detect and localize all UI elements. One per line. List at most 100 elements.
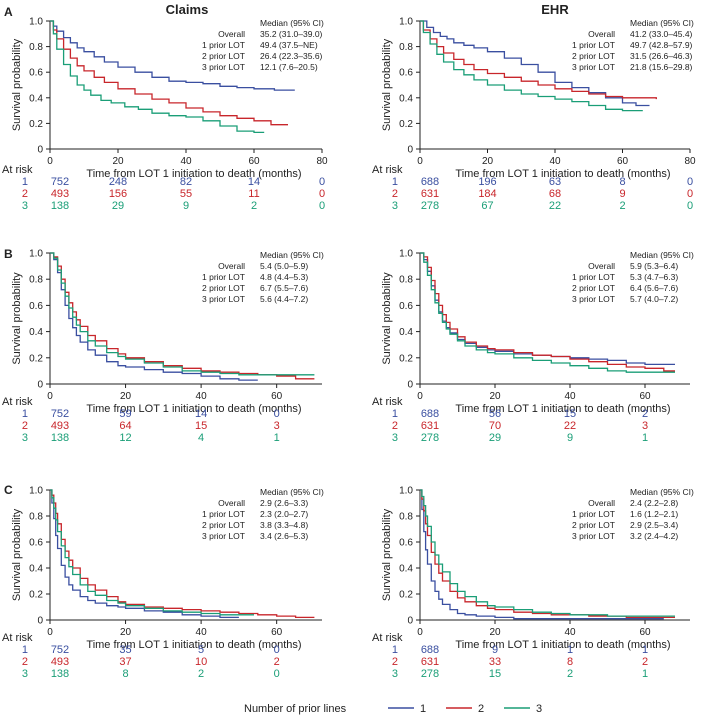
y-tick-label: 0 xyxy=(37,145,43,156)
median-header: Median (95% CI) xyxy=(630,487,694,497)
at-risk-value: 1 xyxy=(642,432,648,444)
median-row-label: 2 prior LOT xyxy=(202,283,245,293)
y-tick-label: 0.4 xyxy=(29,327,43,338)
legend-label-2: 2 xyxy=(478,703,484,715)
median-header: Median (95% CI) xyxy=(630,18,694,28)
x-tick-label: 20 xyxy=(112,156,124,167)
at-risk-value: 1 xyxy=(642,668,648,680)
y-tick-label: 0 xyxy=(407,616,413,627)
median-row-value: 49.7 (42.8–57.9) xyxy=(630,40,693,50)
y-tick-label: 1.0 xyxy=(399,486,413,497)
at-risk-value: 15 xyxy=(489,668,501,680)
at-risk-value: 10 xyxy=(195,656,207,668)
median-row-label: 1 prior LOT xyxy=(572,509,615,519)
at-risk-value: 14 xyxy=(248,176,260,188)
legend: Number of prior lines 1 2 3 xyxy=(244,703,542,715)
km-curve-series-3 xyxy=(420,252,675,373)
km-curve-series-3 xyxy=(50,252,315,376)
at-risk-value: 2 xyxy=(642,408,648,420)
median-row-value: 21.8 (15.6–29.8) xyxy=(630,62,693,72)
at-risk-value: 70 xyxy=(489,420,501,432)
median-header: Median (95% CI) xyxy=(260,487,324,497)
at-risk-value: 0 xyxy=(274,408,280,420)
at-risk-row-label: 3 xyxy=(22,200,28,212)
row-label-b: B xyxy=(4,247,13,261)
x-tick-label: 60 xyxy=(271,391,283,402)
median-row-label: 2 prior LOT xyxy=(572,51,615,61)
at-risk-value: 1 xyxy=(642,644,648,656)
y-tick-label: 0.6 xyxy=(29,538,43,549)
median-row-label: 3 prior LOT xyxy=(572,62,615,72)
at-risk-value: 64 xyxy=(119,420,131,432)
y-axis-title: Survival probability xyxy=(381,38,393,131)
median-row-label: 1 prior LOT xyxy=(572,40,615,50)
median-row-label: 2 prior LOT xyxy=(572,520,615,530)
at-risk-value: 59 xyxy=(119,408,131,420)
at-risk-value: 0 xyxy=(319,176,325,188)
median-row-value: 5.7 (4.0–7.2) xyxy=(630,294,678,304)
y-tick-label: 0.4 xyxy=(29,564,43,575)
median-row-value: 35.2 (31.0–39.0) xyxy=(260,29,323,39)
median-row-value: 31.5 (26.6–46.3) xyxy=(630,51,693,61)
median-row-value: 3.8 (3.3–4.8) xyxy=(260,520,308,530)
median-row-label: 2 prior LOT xyxy=(202,51,245,61)
at-risk-value: 9 xyxy=(619,188,625,200)
y-tick-label: 0.8 xyxy=(399,512,413,523)
at-risk-value: 0 xyxy=(319,200,325,212)
at-risk-value: 8 xyxy=(122,668,128,680)
median-row-value: 6.7 (5.5–7.6) xyxy=(260,283,308,293)
at-risk-value: 29 xyxy=(112,200,124,212)
at-risk-value: 752 xyxy=(51,408,69,420)
at-risk-value: 493 xyxy=(51,420,69,432)
at-risk-value: 63 xyxy=(549,176,561,188)
y-tick-label: 0.8 xyxy=(29,512,43,523)
at-risk-value: 631 xyxy=(421,188,439,200)
median-row-value: 2.3 (2.0–2.7) xyxy=(260,509,308,519)
at-risk-row-label: 1 xyxy=(22,644,28,656)
at-risk-row-label: 2 xyxy=(392,420,398,432)
at-risk-title: At risk xyxy=(2,632,33,644)
x-tick-label: 80 xyxy=(684,156,696,167)
at-risk-value: 688 xyxy=(421,176,439,188)
median-header: Median (95% CI) xyxy=(260,250,324,260)
legend-label-3: 3 xyxy=(536,703,542,715)
km-curve-series-3 xyxy=(50,20,265,134)
median-row-value: 2.9 (2.6–3.3) xyxy=(260,498,308,508)
y-tick-label: 0.6 xyxy=(29,301,43,312)
median-row-label: Overall xyxy=(588,261,615,271)
at-risk-value: 631 xyxy=(421,656,439,668)
y-tick-label: 0 xyxy=(37,616,43,627)
x-tick-label: 40 xyxy=(564,391,576,402)
y-tick-label: 1.0 xyxy=(29,249,43,260)
at-risk-value: 1 xyxy=(567,644,573,656)
median-row-label: 3 prior LOT xyxy=(202,294,245,304)
at-risk-value: 22 xyxy=(564,420,576,432)
at-risk-value: 0 xyxy=(274,644,280,656)
y-tick-label: 0.2 xyxy=(29,590,43,601)
at-risk-value: 688 xyxy=(421,408,439,420)
y-tick-label: 0.4 xyxy=(399,327,413,338)
x-tick-label: 60 xyxy=(617,156,629,167)
at-risk-title: At risk xyxy=(2,164,33,176)
median-row-label: 3 prior LOT xyxy=(202,531,245,541)
at-risk-value: 2 xyxy=(198,668,204,680)
y-tick-label: 0.2 xyxy=(399,119,413,130)
km-curve-series-3 xyxy=(420,20,643,112)
at-risk-row-label: 1 xyxy=(22,176,28,188)
x-axis-title: Time from LOT 1 initiation to death (mon… xyxy=(455,639,670,651)
at-risk-row-label: 2 xyxy=(22,420,28,432)
y-tick-label: 0.8 xyxy=(29,275,43,286)
median-row-label: Overall xyxy=(588,498,615,508)
at-risk-title: At risk xyxy=(372,164,403,176)
at-risk-value: 2 xyxy=(251,200,257,212)
at-risk-value: 67 xyxy=(481,200,493,212)
median-row-value: 1.6 (1.2–2.1) xyxy=(630,509,678,519)
y-tick-label: 1.0 xyxy=(29,17,43,28)
y-tick-label: 0 xyxy=(407,380,413,391)
y-tick-label: 0 xyxy=(407,145,413,156)
at-risk-value: 68 xyxy=(549,188,561,200)
